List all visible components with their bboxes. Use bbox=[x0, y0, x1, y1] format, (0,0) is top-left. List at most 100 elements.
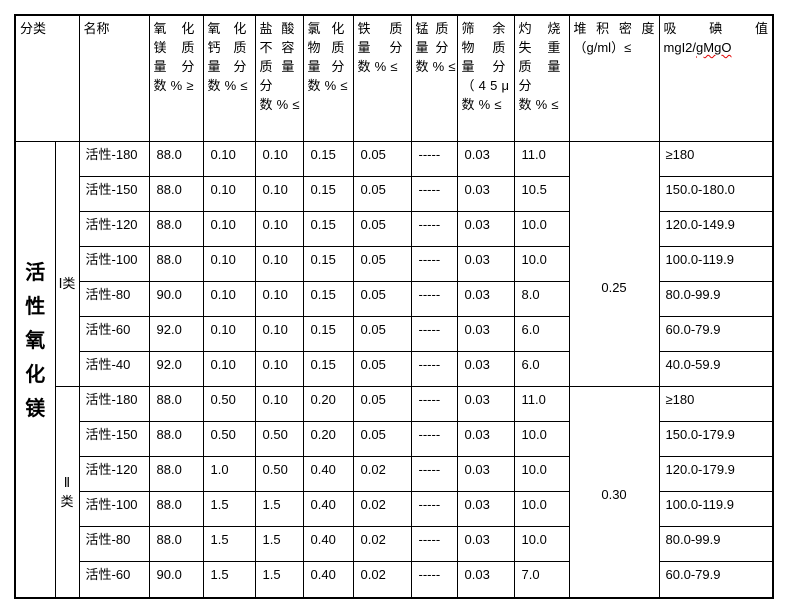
loss-ignition-cell: 10.0 bbox=[513, 420, 570, 457]
manganese-cell: ----- bbox=[410, 245, 458, 282]
hcl-insoluble-cell: 1.5 bbox=[254, 490, 304, 527]
sieve-residue-cell: 0.03 bbox=[456, 315, 515, 352]
iron-cell: 0.05 bbox=[352, 245, 412, 282]
iron-cell: 0.05 bbox=[352, 315, 412, 352]
iodine-value-cell: ≥180 bbox=[658, 385, 774, 422]
cao-cell: 0.10 bbox=[202, 280, 256, 317]
sieve-residue-cell: 0.03 bbox=[456, 385, 515, 422]
bulk-density-cell: 0.25 bbox=[568, 140, 660, 387]
name-cell: 活性-120 bbox=[78, 210, 150, 247]
table-row: 活性-100 88.0 1.5 1.5 0.40 0.02 ----- 0.03 10.0 100… bbox=[15, 490, 774, 527]
hcl-insoluble-cell: 0.50 bbox=[254, 420, 304, 457]
mgo-cell: 90.0 bbox=[148, 280, 204, 317]
header-cao: 氧化钙质量分数%≤ bbox=[202, 14, 256, 142]
header-iron: 铁质量分数%≤ bbox=[352, 14, 412, 142]
manganese-cell: ----- bbox=[410, 420, 458, 457]
hcl-insoluble-cell: 0.10 bbox=[254, 385, 304, 422]
name-cell: 活性-40 bbox=[78, 350, 150, 387]
cao-cell: 0.10 bbox=[202, 245, 256, 282]
cao-cell: 0.50 bbox=[202, 420, 256, 457]
hcl-insoluble-cell: 0.10 bbox=[254, 245, 304, 282]
header-iodine-value: 吸碘值 mgI2/gMgO bbox=[658, 14, 774, 142]
iodine-value-cell: 150.0-180.0 bbox=[658, 175, 774, 212]
hcl-insoluble-cell: 0.10 bbox=[254, 175, 304, 212]
bulk-density-cell: 0.30 bbox=[568, 385, 660, 599]
table-row: 活 性 氧 化 镁 Ⅰ类 活性-180 88.0 0.10 0.10 0.15 0.05 ---… bbox=[14, 140, 774, 599]
loss-ignition-cell: 10.0 bbox=[513, 245, 570, 282]
cao-cell: 0.10 bbox=[202, 315, 256, 352]
chloride-cell: 0.40 bbox=[302, 525, 354, 562]
cao-cell: 0.10 bbox=[202, 175, 256, 212]
header-loss-on-ignition: 灼烧失重质量分数%≤ bbox=[513, 14, 570, 142]
mgo-cell: 88.0 bbox=[148, 525, 204, 562]
table-row: 活性-40 92.0 0.10 0.10 0.15 0.05 ----- 0.03 6.0 40.… bbox=[15, 350, 774, 387]
iodine-title: 吸碘值 bbox=[663, 21, 768, 36]
manganese-cell: ----- bbox=[410, 175, 458, 212]
loss-ignition-cell: 6.0 bbox=[513, 350, 570, 387]
mgo-cell: 88.0 bbox=[148, 385, 204, 422]
chloride-cell: 0.20 bbox=[302, 385, 354, 422]
table-row: 活性-60 92.0 0.10 0.10 0.15 0.05 ----- 0.03 6.0 60.… bbox=[15, 315, 774, 352]
loss-ignition-cell: 6.0 bbox=[513, 315, 570, 352]
sieve-residue-cell: 0.03 bbox=[456, 210, 515, 247]
chloride-cell: 0.15 bbox=[302, 175, 354, 212]
manganese-cell: ----- bbox=[410, 490, 458, 527]
loss-ignition-cell: 11.0 bbox=[513, 385, 570, 422]
iodine-value-cell: ≥180 bbox=[658, 140, 774, 177]
mgo-cell: 90.0 bbox=[148, 560, 204, 599]
manganese-cell: ----- bbox=[410, 385, 458, 422]
iron-cell: 0.05 bbox=[352, 175, 412, 212]
iron-cell: 0.02 bbox=[352, 525, 412, 562]
chloride-cell: 0.15 bbox=[302, 140, 354, 177]
hcl-insoluble-cell: 0.10 bbox=[254, 210, 304, 247]
chloride-cell: 0.20 bbox=[302, 420, 354, 457]
iodine-value-cell: 120.0-179.9 bbox=[658, 455, 774, 492]
iodine-unit-spellcheck-flagged: gMgO bbox=[696, 40, 732, 55]
mgo-cell: 92.0 bbox=[148, 350, 204, 387]
iron-cell: 0.05 bbox=[352, 420, 412, 457]
name-cell: 活性-80 bbox=[78, 525, 150, 562]
name-cell: 活性-60 bbox=[78, 560, 150, 599]
manganese-cell: ----- bbox=[410, 560, 458, 599]
iodine-value-cell: 150.0-179.9 bbox=[658, 420, 774, 457]
table-row: 活性-80 88.0 1.5 1.5 0.40 0.02 ----- 0.03 10.0 80.0… bbox=[15, 525, 774, 562]
header-classification: 分类 bbox=[14, 14, 80, 142]
manganese-cell: ----- bbox=[410, 350, 458, 387]
iodine-value-cell: 80.0-99.9 bbox=[658, 280, 774, 317]
name-cell: 活性-100 bbox=[78, 490, 150, 527]
iodine-unit: mgI2/gMgO bbox=[664, 38, 768, 57]
bulk-density-title: 堆积密度 bbox=[573, 21, 655, 36]
loss-ignition-cell: 11.0 bbox=[513, 140, 570, 177]
table-row: 活性-150 88.0 0.10 0.10 0.15 0.05 ----- 0.03 10.5 1… bbox=[15, 175, 774, 212]
loss-ignition-cell: 10.0 bbox=[513, 455, 570, 492]
chloride-cell: 0.15 bbox=[302, 210, 354, 247]
manganese-cell: ----- bbox=[410, 280, 458, 317]
name-cell: 活性-180 bbox=[78, 385, 150, 422]
iodine-value-cell: 100.0-119.9 bbox=[658, 245, 774, 282]
table-row: Ⅱ类 活性-180 88.0 0.50 0.10 0.20 0.05 ----- 0.03 11.… bbox=[15, 385, 774, 599]
table-row: 活性-120 88.0 0.10 0.10 0.15 0.05 ----- 0.03 10.0 1… bbox=[15, 210, 774, 247]
iodine-value-cell: 100.0-119.9 bbox=[658, 490, 774, 527]
sieve-residue-cell: 0.03 bbox=[456, 455, 515, 492]
loss-ignition-cell: 10.0 bbox=[513, 490, 570, 527]
header-bulk-density: 堆积密度 （g/ml）≤ bbox=[568, 14, 660, 142]
chloride-cell: 0.15 bbox=[302, 280, 354, 317]
iodine-unit-prefix: mgI2/ bbox=[663, 40, 697, 55]
name-cell: 活性-80 bbox=[78, 280, 150, 317]
manganese-cell: ----- bbox=[410, 525, 458, 562]
hcl-insoluble-cell: 1.5 bbox=[254, 525, 304, 562]
mgo-cell: 88.0 bbox=[148, 455, 204, 492]
manganese-cell: ----- bbox=[410, 315, 458, 352]
table-row: 活性-120 88.0 1.0 0.50 0.40 0.02 ----- 0.03 10.0 12… bbox=[15, 455, 774, 492]
mgo-cell: 88.0 bbox=[148, 210, 204, 247]
header-row: 分类 名称 氧化镁质量分数%≥ 氧化钙质量分数%≤ 盐酸不容质量分数%≤ 氯化物… bbox=[14, 14, 774, 142]
iodine-value-cell: 120.0-149.9 bbox=[658, 210, 774, 247]
hcl-insoluble-cell: 0.10 bbox=[254, 280, 304, 317]
name-cell: 活性-180 bbox=[78, 140, 150, 177]
loss-ignition-cell: 10.5 bbox=[513, 175, 570, 212]
manganese-cell: ----- bbox=[410, 140, 458, 177]
cao-cell: 1.5 bbox=[202, 490, 256, 527]
iodine-value-cell: 40.0-59.9 bbox=[658, 350, 774, 387]
sieve-residue-cell: 0.03 bbox=[456, 350, 515, 387]
